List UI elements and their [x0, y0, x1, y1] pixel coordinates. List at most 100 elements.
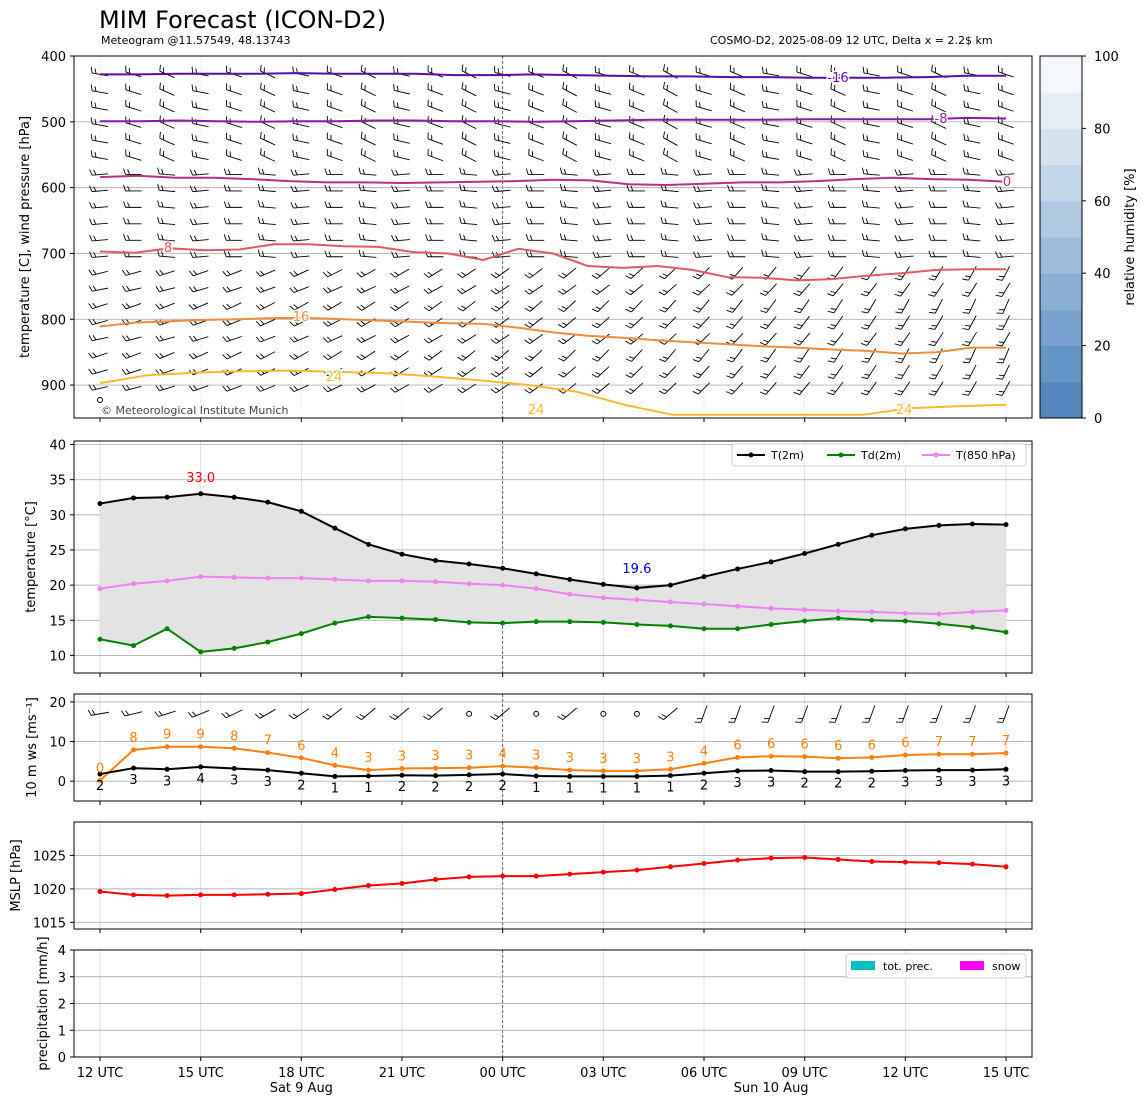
data-point — [500, 873, 506, 879]
wind-value-label: 1 — [599, 781, 607, 796]
wind-barb — [625, 349, 643, 362]
wind-barb — [827, 201, 847, 208]
wind-barb — [728, 705, 742, 723]
wind-barb — [827, 283, 844, 297]
wind-barb — [390, 350, 409, 361]
wind-barb — [226, 65, 242, 78]
wind-barb — [88, 335, 108, 342]
wind-barb — [260, 148, 276, 162]
wind-barb — [389, 707, 410, 720]
wind-barb — [155, 335, 175, 342]
y-axis-label: 10 m ws [ms⁻¹] — [25, 697, 40, 798]
wind-barb — [928, 184, 947, 192]
data-point — [365, 541, 371, 547]
wind-value-label: 2 — [499, 779, 507, 794]
wind-barb — [962, 298, 977, 314]
wind-barb — [322, 707, 343, 720]
wind-barb — [125, 83, 142, 95]
data-point — [1003, 522, 1009, 528]
gust-value-label: 4 — [700, 744, 708, 759]
wind-barb — [423, 268, 443, 278]
wind-barb — [928, 298, 943, 314]
wind-barb — [931, 148, 947, 162]
y-axis-label: temperature [°C] — [24, 501, 39, 613]
data-point — [567, 619, 573, 625]
legend-label: tot. prec. — [883, 960, 933, 973]
wind-barb — [594, 133, 612, 145]
y-tick-label: 900 — [41, 379, 66, 394]
wind-barb — [393, 133, 410, 144]
wind-barb — [393, 84, 410, 95]
colorbar-tick-label: 60 — [1094, 195, 1111, 210]
wind-barb — [794, 348, 810, 363]
data-point — [298, 575, 304, 581]
wind-barb — [255, 318, 276, 327]
wind-barb — [524, 317, 543, 328]
data-point — [802, 607, 808, 613]
wind-barb — [692, 365, 710, 379]
wind-barb — [557, 707, 577, 720]
data-point — [969, 521, 975, 527]
wind-barb — [862, 100, 880, 111]
wind-barb — [995, 185, 1015, 193]
wind-barb — [390, 384, 410, 393]
wind-barb — [491, 235, 511, 242]
wind-value-label: 3 — [767, 775, 775, 790]
data-point — [265, 891, 271, 897]
wind-barb — [155, 385, 175, 392]
colorbar-segment — [1040, 381, 1082, 419]
wind-barb — [360, 131, 376, 146]
wind-barb — [88, 319, 108, 326]
data-point — [1003, 750, 1009, 756]
data-point — [265, 499, 271, 505]
wind-barb — [591, 349, 610, 362]
x-tick-label: 00 UTC — [479, 1066, 525, 1081]
wind-barb — [322, 286, 343, 294]
data-point — [567, 576, 573, 582]
gust-value-label: 7 — [264, 734, 272, 749]
wind-barb — [796, 99, 813, 112]
wind-barb — [326, 83, 343, 96]
wind-barb — [423, 350, 443, 361]
wind-barb — [557, 284, 577, 295]
y-tick-label: 2 — [58, 998, 66, 1013]
data-point — [332, 576, 338, 582]
calm-marker — [600, 710, 607, 717]
day-label: Sun 10 Aug — [734, 1081, 809, 1096]
data-point — [533, 773, 539, 779]
wind-barb — [626, 201, 645, 208]
wind-barb — [157, 183, 176, 193]
data-point — [567, 767, 573, 773]
data-point — [667, 623, 673, 629]
wind-barb — [223, 234, 243, 241]
wind-barb — [827, 381, 844, 396]
wind-barb — [490, 284, 510, 295]
wind-barb — [490, 300, 510, 312]
data-point — [667, 582, 673, 588]
wind-barb — [897, 65, 914, 78]
wind-barb — [962, 200, 981, 209]
wind-barb — [894, 185, 914, 193]
data-point — [802, 618, 808, 624]
wind-barb — [528, 132, 544, 145]
data-point — [298, 631, 304, 637]
wind-barb — [729, 99, 746, 113]
wind-barb — [157, 233, 176, 242]
wind-barb — [457, 334, 477, 344]
data-point — [835, 541, 841, 547]
wind-barb — [827, 184, 847, 192]
wind-barb — [257, 233, 276, 242]
data-point — [298, 770, 304, 776]
wind-barb — [89, 235, 109, 242]
wind-barb — [827, 315, 844, 330]
wind-barb — [894, 282, 911, 297]
x-tick-label: 12 UTC — [882, 1066, 928, 1081]
y-tick-label: 20 — [49, 579, 66, 594]
wind-barb — [894, 251, 914, 258]
y-tick-label: 35 — [49, 474, 66, 489]
colorbar-tick-label: 100 — [1094, 50, 1119, 65]
wind-barb — [525, 250, 545, 258]
x-tick-label: 12 UTC — [77, 1066, 123, 1081]
colorbar-segment — [1040, 345, 1082, 383]
wind-barb — [727, 168, 746, 175]
